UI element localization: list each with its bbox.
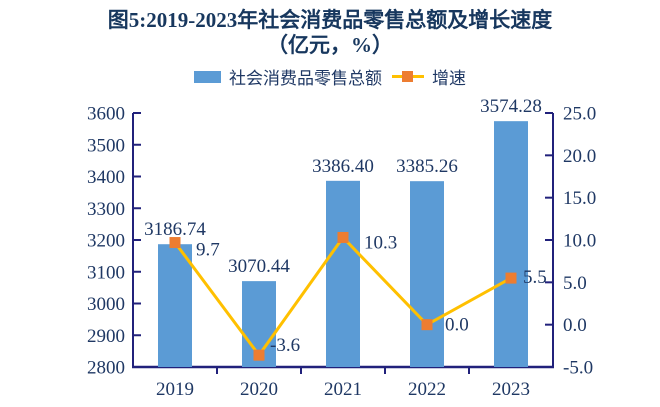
x-axis-label-2022: 2022 — [408, 379, 446, 400]
line-swatch-marker-icon — [402, 71, 413, 82]
chart-title-line1: 图5:2019-2023年社会消费品零售总额及增长速度 — [107, 8, 553, 32]
right-axis-tick-label: 0.0 — [563, 315, 587, 336]
line-marker-2021 — [337, 231, 349, 243]
left-axis-tick-label: 3000 — [87, 294, 125, 315]
x-axis-label-2019: 2019 — [156, 379, 194, 400]
x-axis-label-2023: 2023 — [492, 379, 530, 400]
line-marker-2019 — [169, 237, 181, 249]
bar-2022 — [410, 181, 444, 367]
left-axis-tick-label: 2800 — [87, 358, 125, 379]
left-axis-tick-label: 3400 — [87, 167, 125, 188]
right-axis-tick-label: 10.0 — [563, 231, 596, 252]
chart-canvas: 2800 2900 3000 3100 3200 3300 3400 3500 3600 -5.0… — [87, 96, 596, 400]
left-axis-tick-label: 3600 — [87, 104, 125, 125]
right-axis-tick-label: 15.0 — [563, 188, 596, 209]
bar-value-label-2020: 3070.44 — [228, 256, 290, 277]
bar-series-swatch-icon — [194, 70, 221, 83]
left-axis-tick-label: 3300 — [87, 199, 125, 220]
bar-2023 — [494, 121, 528, 367]
chart-legend: 社会消费品零售总额 增速 — [0, 64, 660, 89]
left-axis-tick-label: 3500 — [87, 135, 125, 156]
chart-title-line2: （亿元，%） — [267, 33, 393, 57]
right-axis-tick-label: 25.0 — [563, 104, 596, 125]
left-axis-tick-label: 3100 — [87, 262, 125, 283]
right-axis-tick-label: -5.0 — [563, 358, 593, 379]
line-marker-2022 — [421, 319, 433, 331]
line-series-swatch-icon — [392, 70, 424, 83]
chart-title: 图5:2019-2023年社会消费品零售总额及增长速度 （亿元，%） — [0, 8, 660, 58]
line-value-label-2020: -3.6 — [270, 335, 300, 356]
line-value-label-2023: 5.5 — [523, 267, 547, 288]
bar-value-label-2023: 3574.28 — [480, 96, 542, 117]
line-series-label: 增速 — [432, 69, 466, 88]
line-value-label-2022: 0.0 — [445, 315, 469, 336]
right-axis-tick-label: 5.0 — [563, 273, 587, 294]
bar-value-label-2022: 3385.26 — [396, 156, 458, 177]
bar-2021 — [326, 180, 360, 367]
right-axis-tick-label: 20.0 — [563, 146, 596, 167]
bar-value-label-2019: 3186.74 — [144, 219, 206, 240]
legend-item-bar-series: 社会消费品零售总额 — [194, 64, 382, 89]
left-axis-tick-label: 3200 — [87, 231, 125, 252]
x-axis-label-2021: 2021 — [324, 379, 362, 400]
left-axis-tick-label: 2900 — [87, 326, 125, 347]
bar-series-label: 社会消费品零售总额 — [229, 69, 382, 88]
legend-item-line-series: 增速 — [392, 64, 466, 89]
line-value-label-2021: 10.3 — [364, 232, 397, 253]
x-axis-label-2020: 2020 — [240, 379, 278, 400]
line-value-label-2019: 9.7 — [196, 240, 220, 261]
bar-2019 — [158, 244, 192, 367]
bar-value-label-2021: 3386.40 — [312, 156, 374, 177]
line-marker-2020 — [253, 349, 265, 361]
line-marker-2023 — [505, 272, 517, 284]
